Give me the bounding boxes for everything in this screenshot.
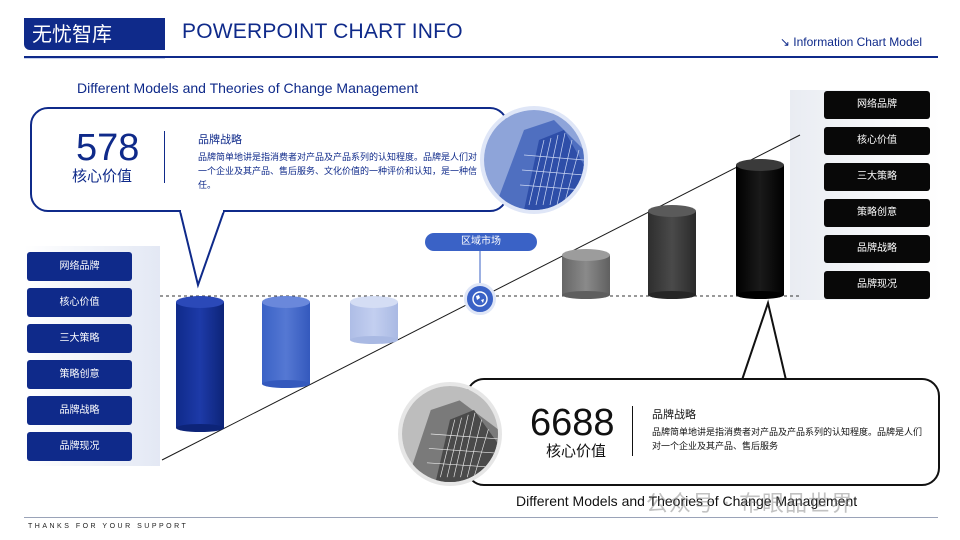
building-photo-blue bbox=[480, 106, 588, 214]
left-menu-item-2[interactable]: 核心价值 bbox=[27, 288, 132, 317]
right-menu-item-1[interactable]: 网络品牌 bbox=[824, 91, 930, 119]
right-menu-item-3[interactable]: 三大策略 bbox=[824, 163, 930, 191]
region-market-badge[interactable]: 区域市场 bbox=[425, 233, 537, 251]
left-menu: 网络品牌 核心价值 三大策略 策略创意 品牌战略 品牌现况 bbox=[27, 252, 132, 468]
right-menu-item-4[interactable]: 策略创意 bbox=[824, 199, 930, 227]
left-menu-item-5[interactable]: 品牌战略 bbox=[27, 396, 132, 425]
right-menu: 网络品牌 核心价值 三大策略 策略创意 品牌战略 品牌现况 bbox=[824, 91, 930, 307]
top-metric-number: 578 bbox=[76, 127, 140, 169]
top-divider bbox=[164, 131, 165, 183]
left-menu-item-3[interactable]: 三大策略 bbox=[27, 324, 132, 353]
bottom-card-title: 品牌战略 bbox=[652, 408, 696, 421]
top-metric-label: 核心价值 bbox=[72, 167, 133, 185]
top-card-body: 品牌简单地讲是指消费者对产品及产品系列的认知程度。品牌是人们对一个企业及其产品、… bbox=[198, 153, 478, 191]
page-title: POWERPOINT CHART INFO bbox=[182, 20, 463, 43]
cylinder-5 bbox=[648, 205, 696, 299]
right-menu-item-5[interactable]: 品牌战略 bbox=[824, 235, 930, 263]
left-side-panel bbox=[24, 246, 160, 466]
cylinder-6 bbox=[736, 159, 784, 299]
brand-logo: 无忧智库 bbox=[24, 18, 165, 50]
footer-divider bbox=[24, 517, 938, 518]
cylinder-3 bbox=[350, 296, 398, 344]
right-side-panel bbox=[790, 90, 940, 300]
cylinder-1 bbox=[176, 296, 224, 432]
subtitle-bottom: Different Models and Theories of Change … bbox=[516, 493, 858, 509]
callout-top: 578 核心价值 品牌战略 品牌简单地讲是指消费者对产品及产品系列的认知程度。品… bbox=[30, 107, 508, 212]
top-card-title: 品牌战略 bbox=[198, 133, 242, 146]
left-menu-item-6[interactable]: 品牌现况 bbox=[27, 432, 132, 461]
subtitle-top: Different Models and Theories of Change … bbox=[77, 80, 419, 96]
bottom-metric-number: 6688 bbox=[530, 402, 615, 444]
left-menu-item-4[interactable]: 策略创意 bbox=[27, 360, 132, 389]
callout-bottom: 6688 核心价值 品牌战略 品牌简单地讲是指消费者对产品及产品系列的认知程度。… bbox=[466, 378, 940, 486]
cylinder-2 bbox=[262, 296, 310, 388]
info-chart-model-link[interactable]: ↘ Information Chart Model bbox=[779, 35, 922, 49]
globe-icon[interactable] bbox=[464, 283, 496, 315]
building-photo-grey bbox=[398, 382, 502, 486]
cylinder-4 bbox=[562, 249, 610, 299]
bottom-metric-label: 核心价值 bbox=[546, 442, 607, 460]
bottom-divider bbox=[632, 406, 633, 456]
right-menu-item-6[interactable]: 品牌现况 bbox=[824, 271, 930, 299]
watermark: 公众号 · 布眼品世界 bbox=[646, 492, 854, 517]
footer-text: THANKS FOR YOUR SUPPORT bbox=[28, 523, 189, 530]
right-menu-item-2[interactable]: 核心价值 bbox=[824, 127, 930, 155]
bottom-card-body: 品牌简单地讲是指消费者对产品及产品系列的认知程度。品牌是人们对一个企业及其产品、… bbox=[652, 428, 923, 452]
left-menu-item-1[interactable]: 网络品牌 bbox=[27, 252, 132, 281]
header-divider bbox=[24, 56, 938, 58]
